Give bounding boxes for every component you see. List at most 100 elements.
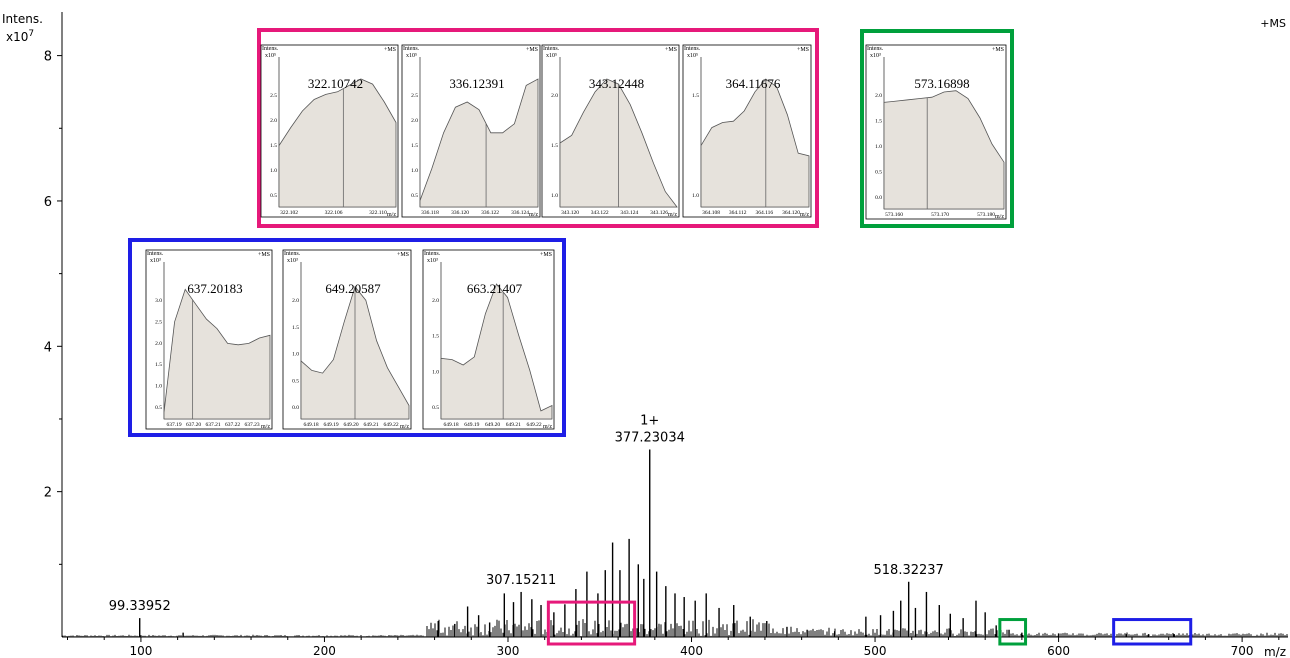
- inset-x-tick-label: 649.20: [343, 422, 358, 428]
- inset-panel: Intens.x10³ +MS m/z 649.20587 0.0 0.5 1.0 1.5 2.…: [282, 249, 412, 430]
- inset-x-tick-label: 637.21: [205, 422, 220, 428]
- inset-y-tick-label: 0.5: [292, 378, 299, 384]
- inset-x-tick-label: 322.110: [369, 210, 387, 216]
- inset-y-exponent: x10⁵: [546, 53, 557, 59]
- inset-y-exponent: x10³: [287, 258, 298, 264]
- inset-y-tick-label: 0.5: [270, 193, 277, 199]
- inset-y-tick-label: 1.0: [875, 144, 882, 150]
- inset-mode-label: +MS: [797, 47, 809, 53]
- peak-charge-label: 1+: [640, 414, 659, 429]
- inset-y-label: Intens.: [403, 46, 420, 52]
- y-tick-label: 8: [44, 50, 52, 65]
- inset-group-box: [860, 29, 1014, 228]
- inset-y-tick-label: 2.0: [432, 298, 439, 304]
- highlight-box: [1112, 618, 1193, 646]
- inset-y-tick-label: 0.5: [875, 170, 882, 176]
- inset-y-tick-label: 2.5: [411, 93, 418, 99]
- inset-x-label: m/z: [529, 212, 538, 218]
- inset-group-box: [257, 28, 819, 228]
- y-axis-exponent-power: 7: [28, 29, 34, 39]
- inset-peak-label: 649.20587: [325, 281, 381, 296]
- inset-mode-label: +MS: [526, 47, 538, 53]
- inset-y-tick-label: 1.5: [411, 143, 418, 149]
- x-tick-label: 200: [313, 644, 336, 658]
- inset-y-tick-label: 2.0: [270, 118, 277, 124]
- inset-mode-label: +MS: [258, 252, 270, 258]
- inset-x-tick-label: 649.19: [323, 422, 338, 428]
- inset-panel: Intens.x10⁵ +MS m/z 343.12448 1.0 1.5 2.0 343.1…: [541, 44, 680, 218]
- inset-peak-label: 322.10742: [308, 76, 363, 91]
- inset-y-tick-label: 1.0: [692, 193, 699, 199]
- inset-mode-label: +MS: [397, 252, 409, 258]
- inset-x-tick-label: 649.22: [526, 422, 541, 428]
- inset-peak-profile: [440, 283, 553, 420]
- inset-x-tick-label: 322.106: [325, 210, 343, 216]
- inset-x-tick-label: 336.124: [511, 210, 529, 216]
- inset-x-tick-label: 364.108: [702, 210, 720, 216]
- y-tick-label: 2: [44, 486, 52, 501]
- inset-y-label: Intens.: [424, 251, 441, 257]
- inset-y-tick-label: 0.5: [411, 193, 418, 199]
- inset-x-tick-label: 343.122: [591, 210, 609, 216]
- inset-y-exponent: x10⁵: [406, 53, 417, 59]
- inset-mode-label: +MS: [540, 252, 552, 258]
- inset-y-label: Intens.: [262, 46, 279, 52]
- inset-x-label: m/z: [800, 212, 809, 218]
- inset-panel: Intens.x10⁵ +MS m/z 364.11676 1.0 1.5 364.108 3…: [682, 44, 812, 218]
- inset-y-label: Intens.: [147, 251, 164, 257]
- baseline-noise: [62, 619, 1288, 637]
- inset-x-tick-label: 637.19: [166, 422, 181, 428]
- inset-y-label: Intens.: [684, 46, 701, 52]
- inset-x-label: m/z: [387, 212, 396, 218]
- inset-panel: Intens.x10⁵ +MS m/z 322.10742 0.5 1.0 1.5 2.0 2.…: [260, 44, 399, 218]
- inset-x-tick-label: 649.18: [303, 422, 318, 428]
- inset-x-tick-label: 364.116: [755, 210, 773, 216]
- inset-x-tick-label: 573.160: [885, 212, 903, 218]
- inset-x-label: m/z: [400, 424, 409, 430]
- inset-y-tick-label: 1.5: [692, 93, 699, 99]
- inset-y-exponent: x10³: [870, 53, 881, 59]
- x-axis-label: m/z: [1264, 645, 1286, 658]
- inset-y-tick-label: 1.5: [292, 325, 299, 331]
- inset-panel: Intens.x10³ +MS m/z 573.16898 0.0 0.5 1.0 1.5 2.…: [865, 44, 1007, 220]
- inset-x-tick-label: 573.180: [977, 212, 995, 218]
- inset-y-label: Intens.: [543, 46, 560, 52]
- inset-x-tick-label: 649.22: [383, 422, 398, 428]
- inset-y-tick-label: 2.5: [270, 93, 277, 99]
- axes: 2 4 6 8 100 200 300 400 500 600 700: [44, 12, 1288, 658]
- inset-y-tick-label: 2.5: [155, 319, 162, 325]
- ms-mode-label: +MS: [1260, 17, 1286, 30]
- inset-x-tick-label: 649.21: [363, 422, 378, 428]
- inset-y-exponent: x10⁵: [265, 53, 276, 59]
- inset-peak-label: 573.16898: [914, 76, 969, 91]
- inset-x-tick-label: 649.20: [485, 422, 500, 428]
- inset-y-exponent: x10³: [427, 258, 438, 264]
- inset-y-tick-label: 1.0: [551, 193, 558, 199]
- inset-x-tick-label: 343.124: [620, 210, 638, 216]
- inset-x-label: m/z: [543, 424, 552, 430]
- inset-peak-profile: [163, 288, 271, 420]
- x-tick-label: 400: [680, 644, 703, 658]
- y-tick-label: 4: [44, 340, 52, 355]
- peak-label: 307.15211: [486, 573, 556, 588]
- peak-label: 99.33952: [109, 599, 171, 614]
- inset-y-tick-label: 1.0: [155, 384, 162, 390]
- inset-y-tick-label: 2.0: [411, 118, 418, 124]
- inset-y-tick-label: 1.5: [875, 119, 882, 125]
- inset-y-tick-label: 0.5: [432, 405, 439, 411]
- inset-y-tick-label: 1.0: [432, 369, 439, 375]
- inset-x-tick-label: 364.120: [782, 210, 800, 216]
- inset-y-tick-label: 1.0: [292, 352, 299, 358]
- highlight-boxes: [546, 600, 1193, 646]
- inset-peak-profile: [700, 78, 810, 208]
- inset-x-label: m/z: [995, 214, 1004, 220]
- highlight-box: [998, 618, 1028, 646]
- inset-x-tick-label: 637.23: [244, 422, 259, 428]
- highlight-box: [546, 600, 637, 646]
- inset-x-tick-label: 336.122: [481, 210, 499, 216]
- inset-y-tick-label: 1.5: [551, 143, 558, 149]
- y-axis-exponent: x107: [6, 29, 34, 44]
- inset-y-tick-label: 1.5: [432, 334, 439, 340]
- inset-peak-profile: [419, 78, 539, 208]
- peak-label: 377.23034: [615, 431, 685, 446]
